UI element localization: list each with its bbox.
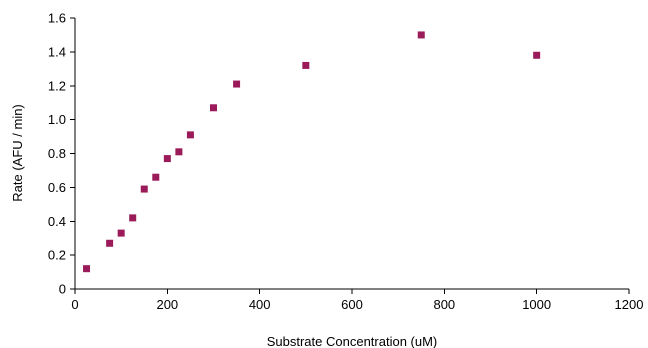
y-tick-label: 0.2: [48, 248, 66, 263]
y-tick-label: 0.6: [48, 180, 66, 195]
data-point: [117, 229, 125, 237]
y-tick-label: 0: [59, 282, 66, 297]
y-tick-label: 1.0: [48, 112, 66, 127]
y-tick-label: 1.6: [48, 11, 66, 26]
data-point: [140, 185, 148, 193]
data-point: [152, 173, 160, 181]
x-axis-title: Substrate Concentration (uM): [267, 334, 438, 348]
data-point: [417, 31, 425, 39]
x-tick-label: 1000: [522, 297, 551, 312]
data-point: [186, 131, 194, 139]
data-point: [175, 148, 183, 156]
x-tick-label: 800: [433, 297, 455, 312]
x-tick-label: 0: [71, 297, 78, 312]
x-tick-label: 1200: [615, 297, 644, 312]
y-tick-label: 1.2: [48, 78, 66, 93]
y-axis-title: Rate (AFU / min): [10, 104, 25, 202]
x-tick-label: 200: [156, 297, 178, 312]
y-axis: 0 0.2 0.4 0.6 0.8 1.0 1.2 1.4 1.6: [48, 11, 76, 297]
data-points: [83, 31, 541, 273]
y-tick-label: 1.4: [48, 44, 66, 59]
x-axis: 0 200 400 600 800 1000 1200: [71, 288, 644, 312]
data-point: [83, 265, 91, 273]
data-point: [129, 214, 137, 222]
data-point: [163, 155, 171, 163]
data-point: [302, 61, 310, 69]
y-tick-label: 0.8: [48, 146, 66, 161]
y-tick-label: 0.4: [48, 214, 66, 229]
data-point: [210, 104, 217, 112]
data-point: [106, 239, 114, 247]
x-tick-label: 600: [341, 297, 363, 312]
data-point: [533, 51, 541, 59]
x-tick-label: 400: [249, 297, 271, 312]
data-point: [233, 80, 241, 88]
